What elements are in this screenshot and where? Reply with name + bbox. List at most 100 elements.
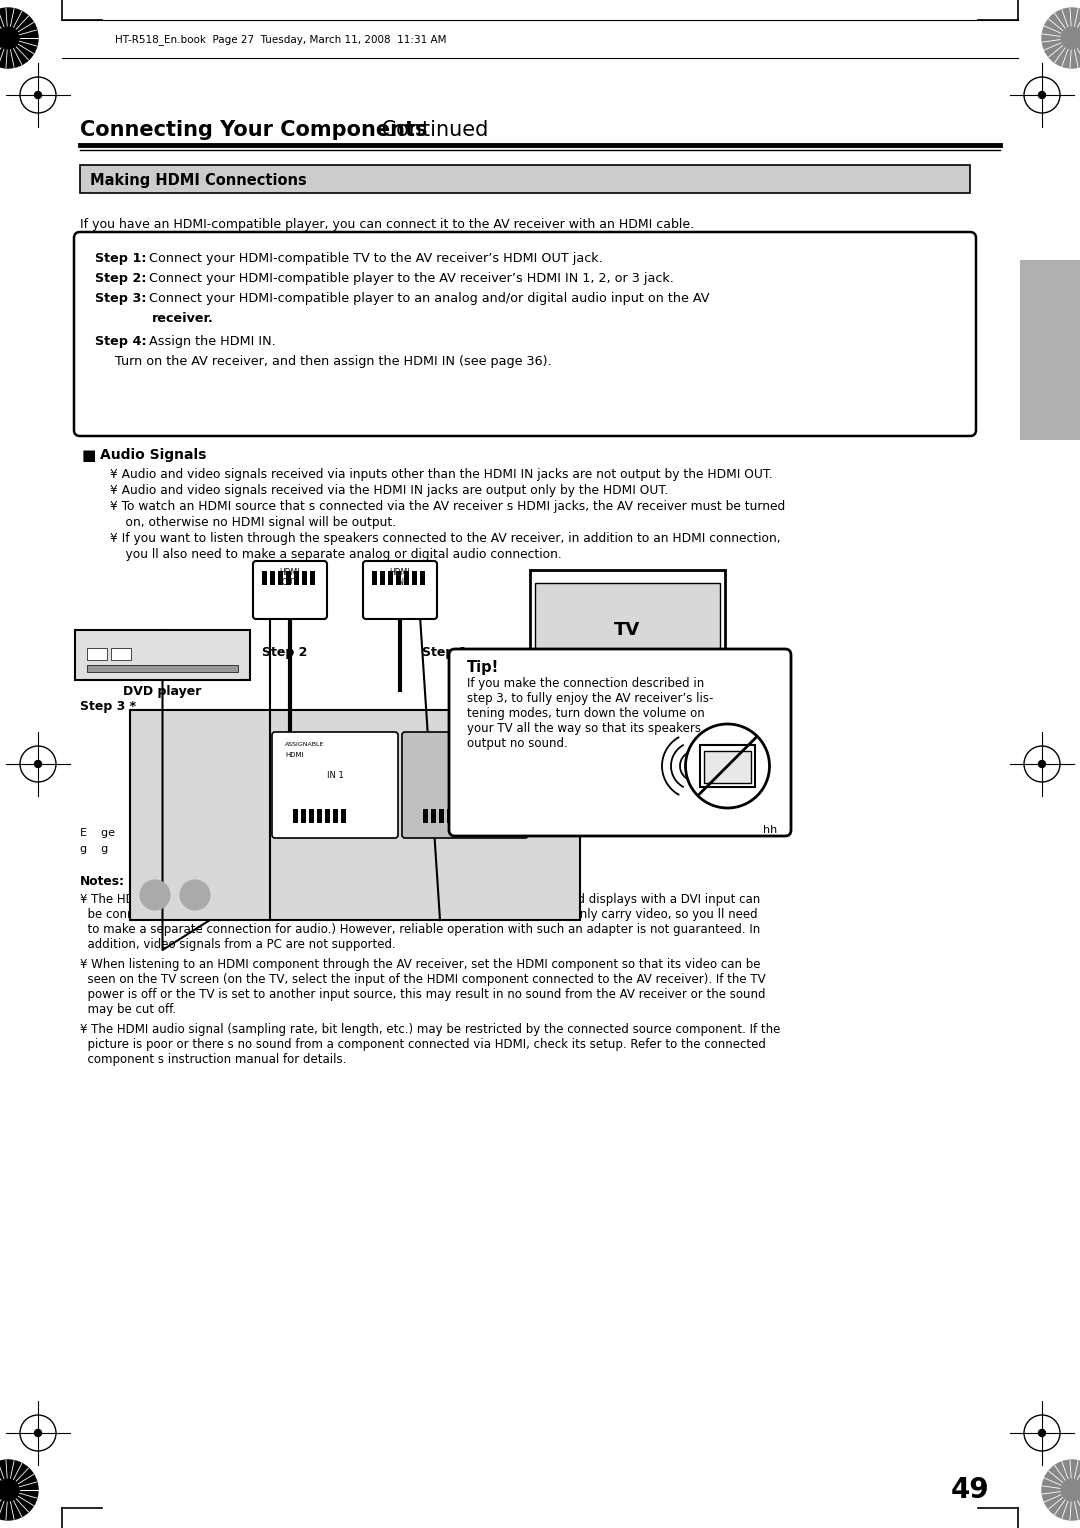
Circle shape bbox=[1042, 8, 1080, 69]
Bar bbox=[301, 808, 306, 824]
Text: 49: 49 bbox=[950, 1476, 989, 1504]
Text: to make a separate connection for audio.) However, reliable operation with such : to make a separate connection for audio.… bbox=[80, 923, 760, 937]
Text: ¥ The HDMI video stream is compatible with DVI (Digital Visual Interface), so TV: ¥ The HDMI video stream is compatible wi… bbox=[80, 892, 760, 906]
Text: Tip!: Tip! bbox=[467, 660, 499, 675]
Bar bbox=[87, 648, 107, 660]
Bar bbox=[535, 584, 720, 685]
Text: HDMI
OUT: HDMI OUT bbox=[280, 568, 300, 587]
Circle shape bbox=[180, 880, 210, 911]
Text: Connect your HDMI-compatible TV to the AV receiver’s HDMI OUT jack.: Connect your HDMI-compatible TV to the A… bbox=[149, 252, 603, 264]
Text: Turn on the AV receiver, and then assign the HDMI IN (see page 36).: Turn on the AV receiver, and then assign… bbox=[114, 354, 552, 368]
Bar bbox=[293, 808, 298, 824]
Bar bbox=[294, 571, 299, 585]
Bar bbox=[423, 808, 428, 824]
Text: DVD player: DVD player bbox=[123, 685, 202, 698]
Text: Notes:: Notes: bbox=[80, 876, 125, 888]
FancyBboxPatch shape bbox=[449, 649, 791, 836]
Bar bbox=[704, 750, 751, 782]
Bar bbox=[404, 571, 409, 585]
Bar bbox=[438, 808, 444, 824]
Circle shape bbox=[140, 880, 170, 911]
Text: be connected by using an HDMI-to-DVI adapter cable. (Note that DVI connections o: be connected by using an HDMI-to-DVI ada… bbox=[80, 908, 758, 921]
Text: picture is poor or there s no sound from a component connected via HDMI, check i: picture is poor or there s no sound from… bbox=[80, 1038, 766, 1051]
Bar bbox=[380, 571, 384, 585]
Bar bbox=[341, 808, 346, 824]
Text: Step 1:: Step 1: bbox=[95, 252, 156, 264]
Bar bbox=[75, 630, 249, 680]
Text: ¥ The HDMI audio signal (sampling rate, bit length, etc.) may be restricted by t: ¥ The HDMI audio signal (sampling rate, … bbox=[80, 1024, 781, 1036]
Text: you ll also need to make a separate analog or digital audio connection.: you ll also need to make a separate anal… bbox=[110, 549, 562, 561]
Bar bbox=[447, 808, 453, 824]
Text: receiver.: receiver. bbox=[152, 312, 214, 325]
Text: E    ge    g: E ge g bbox=[80, 828, 136, 837]
Circle shape bbox=[0, 8, 38, 69]
Text: HT-R518_En.book  Page 27  Tuesday, March 11, 2008  11:31 AM: HT-R518_En.book Page 27 Tuesday, March 1… bbox=[114, 35, 446, 46]
Text: seen on the TV screen (on the TV, select the input of the HDMI component connect: seen on the TV screen (on the TV, select… bbox=[80, 973, 766, 986]
Text: Making HDMI Connections: Making HDMI Connections bbox=[90, 173, 307, 188]
Bar bbox=[302, 571, 307, 585]
Bar bbox=[262, 571, 267, 585]
Bar bbox=[471, 808, 476, 824]
Text: ■: ■ bbox=[82, 448, 96, 463]
Bar bbox=[455, 808, 460, 824]
Bar bbox=[420, 571, 426, 585]
FancyBboxPatch shape bbox=[253, 561, 327, 619]
Text: power is off or the TV is set to another input source, this may result in no sou: power is off or the TV is set to another… bbox=[80, 989, 766, 1001]
Text: may be cut off.: may be cut off. bbox=[80, 1002, 176, 1016]
Bar bbox=[700, 746, 755, 787]
Text: Step 1: Step 1 bbox=[422, 646, 468, 659]
Text: Step 2:: Step 2: bbox=[95, 272, 156, 286]
Bar bbox=[310, 571, 315, 585]
Bar bbox=[388, 571, 393, 585]
Bar bbox=[396, 571, 401, 585]
Text: g    g: g g bbox=[80, 843, 108, 854]
Text: Step 3 *: Step 3 * bbox=[80, 700, 136, 714]
Text: Continued: Continued bbox=[375, 121, 488, 141]
Text: HDMI: HDMI bbox=[285, 752, 303, 758]
Text: Step 2: Step 2 bbox=[262, 646, 308, 659]
Text: TV: TV bbox=[615, 620, 640, 639]
FancyBboxPatch shape bbox=[402, 732, 528, 837]
Text: ASSIGNABLE: ASSIGNABLE bbox=[285, 743, 324, 747]
Text: hh: hh bbox=[762, 825, 777, 834]
Bar bbox=[372, 571, 377, 585]
Text: If you have an HDMI-compatible player, you can connect it to the AV receiver wit: If you have an HDMI-compatible player, y… bbox=[80, 219, 694, 231]
Bar bbox=[431, 808, 436, 824]
Bar bbox=[80, 165, 970, 193]
Circle shape bbox=[35, 1430, 41, 1436]
Bar bbox=[1020, 260, 1080, 440]
Text: IN 1: IN 1 bbox=[326, 770, 343, 779]
Text: Audio Signals: Audio Signals bbox=[100, 448, 206, 461]
Circle shape bbox=[35, 92, 41, 98]
Circle shape bbox=[35, 761, 41, 767]
Circle shape bbox=[1042, 1459, 1080, 1520]
Text: on, otherwise no HDMI signal will be output.: on, otherwise no HDMI signal will be out… bbox=[110, 516, 396, 529]
Bar bbox=[111, 648, 131, 660]
Text: If you make the connection described in
step 3, to fully enjoy the AV receiver’s: If you make the connection described in … bbox=[467, 677, 714, 750]
Bar bbox=[278, 571, 283, 585]
Text: ¥ When listening to an HDMI component through the AV receiver, set the HDMI comp: ¥ When listening to an HDMI component th… bbox=[80, 958, 760, 970]
Bar bbox=[333, 808, 338, 824]
Circle shape bbox=[1039, 1430, 1045, 1436]
Bar bbox=[530, 570, 725, 691]
Bar bbox=[318, 808, 322, 824]
Text: OUT: OUT bbox=[456, 770, 474, 779]
Bar bbox=[87, 665, 238, 672]
Circle shape bbox=[0, 1459, 38, 1520]
Text: ¥ Audio and video signals received via the HDMI IN jacks are output only by the : ¥ Audio and video signals received via t… bbox=[110, 484, 669, 497]
Bar bbox=[130, 711, 580, 920]
Text: HDMI
IN: HDMI IN bbox=[390, 568, 410, 587]
Circle shape bbox=[1039, 92, 1045, 98]
Bar bbox=[270, 571, 275, 585]
Text: addition, video signals from a PC are not supported.: addition, video signals from a PC are no… bbox=[80, 938, 395, 950]
Text: Connect your HDMI-compatible player to an analog and/or digital audio input on t: Connect your HDMI-compatible player to a… bbox=[149, 292, 710, 306]
Circle shape bbox=[1039, 761, 1045, 767]
Bar bbox=[286, 571, 291, 585]
Text: Step 4:: Step 4: bbox=[95, 335, 156, 348]
Bar bbox=[309, 808, 314, 824]
Bar bbox=[325, 808, 330, 824]
Text: ¥ Audio and video signals received via inputs other than the HDMI IN jacks are n: ¥ Audio and video signals received via i… bbox=[110, 468, 773, 481]
Text: ¥ To watch an HDMI source that s connected via the AV receiver s HDMI jacks, the: ¥ To watch an HDMI source that s connect… bbox=[110, 500, 785, 513]
FancyBboxPatch shape bbox=[272, 732, 399, 837]
Text: Step 3:: Step 3: bbox=[95, 292, 156, 306]
